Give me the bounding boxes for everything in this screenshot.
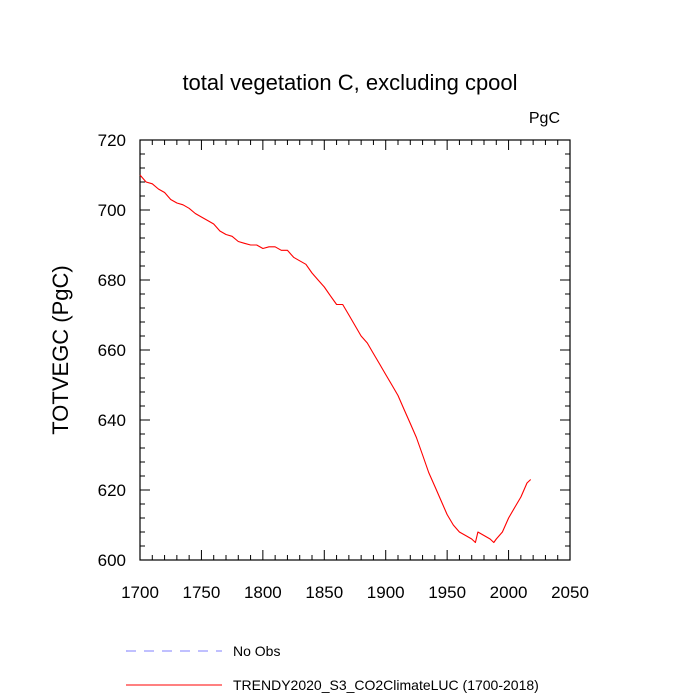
y-tick-label: 680 (98, 271, 126, 290)
plot-area: 1700 1750 1800 1850 1900 1950 2000 2050 600 620 64… (98, 131, 589, 602)
x-tick-label: 1750 (183, 583, 221, 602)
legend-label-0: No Obs (233, 643, 280, 659)
x-tick-label: 2000 (490, 583, 528, 602)
x-tick-label: 1800 (244, 583, 282, 602)
x-tick-label: 1700 (121, 583, 159, 602)
units-label: PgC (529, 110, 560, 127)
y-axis-label: TOTVEGC (PgC) (48, 265, 73, 435)
y-tick-label: 660 (98, 341, 126, 360)
x-tick-label: 1950 (428, 583, 466, 602)
y-tick-label: 600 (98, 551, 126, 570)
series-line-1 (139, 174, 532, 544)
plot-frame (139, 139, 571, 561)
x-tick-label: 2050 (551, 583, 589, 602)
x-tick-label: 1850 (305, 583, 343, 602)
y-tick-label: 620 (98, 481, 126, 500)
chart-title: total vegetation C, excluding cpool (182, 70, 517, 95)
x-tick-label: 1900 (367, 583, 405, 602)
y-tick-label: 720 (98, 131, 126, 150)
y-tick-label: 640 (98, 411, 126, 430)
legend: No Obs TRENDY2020_S3_CO2ClimateLUC (1700-… (126, 643, 539, 693)
y-tick-label: 700 (98, 201, 126, 220)
legend-label-1: TRENDY2020_S3_CO2ClimateLUC (1700-2018) (233, 677, 539, 693)
